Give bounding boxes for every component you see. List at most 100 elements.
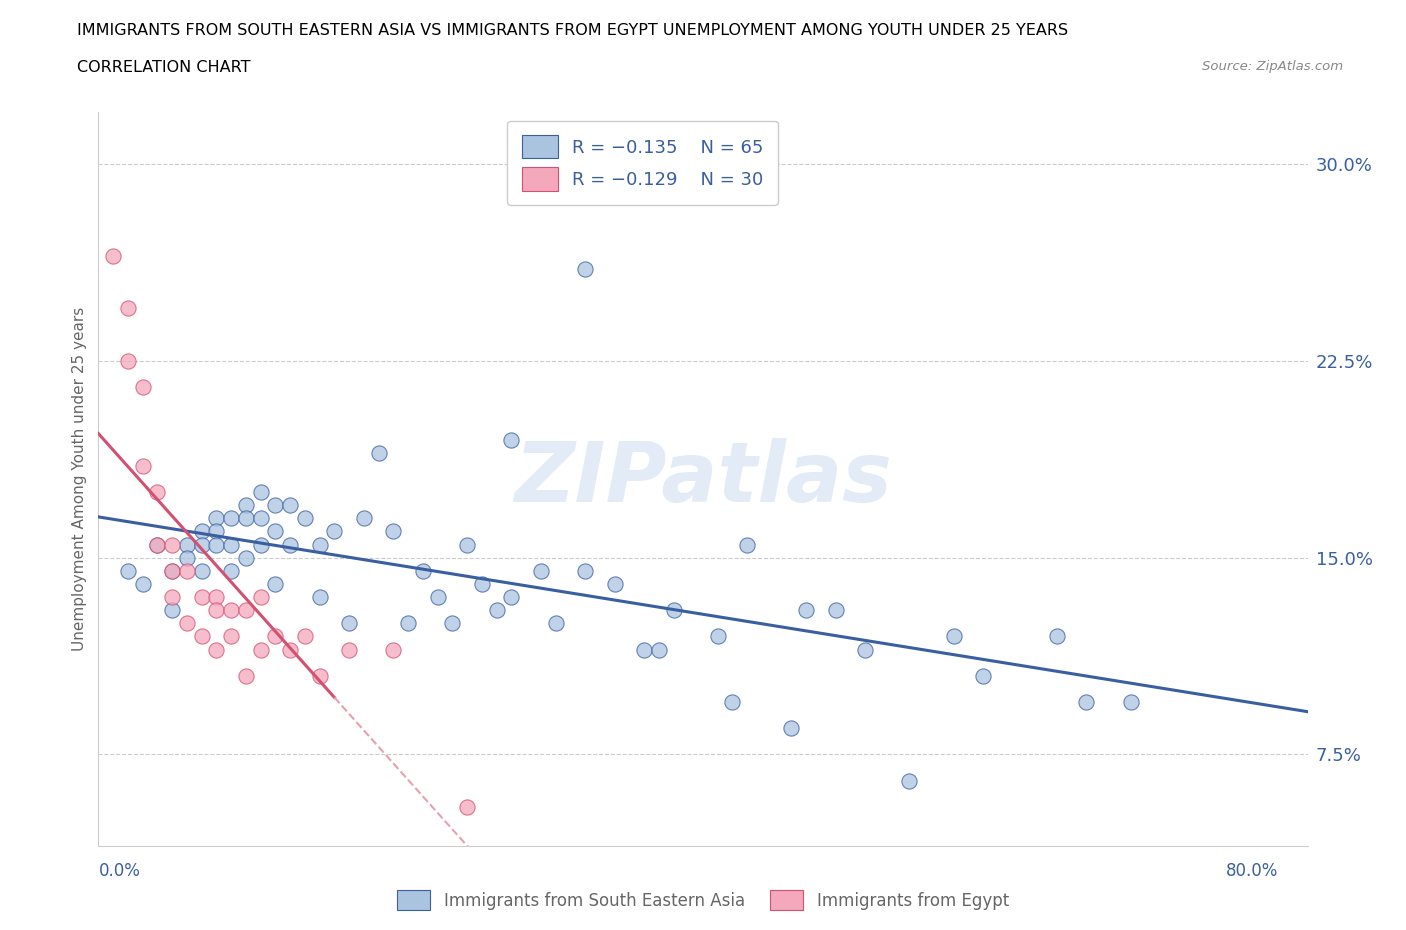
Point [396, 616, 419, 631]
Point [278, 642, 301, 657]
Point [501, 590, 523, 604]
Text: 80.0%: 80.0% [1226, 862, 1278, 880]
Y-axis label: Unemployment Among Youth under 25 years: Unemployment Among Youth under 25 years [72, 307, 87, 651]
Point [1076, 695, 1098, 710]
Point [337, 642, 360, 657]
Point [544, 616, 567, 631]
Point [501, 432, 523, 447]
Point [264, 577, 287, 591]
Text: Source: ZipAtlas.com: Source: ZipAtlas.com [1202, 60, 1343, 73]
Point [574, 564, 596, 578]
Point [662, 603, 685, 618]
Point [412, 564, 434, 578]
Point [190, 524, 212, 538]
Point [530, 564, 553, 578]
Point [219, 538, 242, 552]
Point [176, 538, 198, 552]
Point [249, 642, 271, 657]
Point [485, 603, 508, 618]
Point [721, 695, 744, 710]
Point [235, 603, 257, 618]
Point [160, 564, 183, 578]
Point [249, 485, 271, 499]
Point [219, 629, 242, 644]
Point [235, 551, 257, 565]
Point [131, 458, 153, 473]
Point [1046, 629, 1069, 644]
Point [205, 538, 228, 552]
Point [205, 590, 228, 604]
Point [942, 629, 965, 644]
Point [190, 538, 212, 552]
Point [219, 511, 242, 525]
Point [972, 669, 994, 684]
Point [117, 301, 139, 316]
Legend: Immigrants from South Eastern Asia, Immigrants from Egypt: Immigrants from South Eastern Asia, Immi… [391, 884, 1015, 917]
Point [441, 616, 464, 631]
Point [249, 538, 271, 552]
Point [146, 485, 169, 499]
Point [426, 590, 449, 604]
Point [278, 498, 301, 512]
Point [278, 538, 301, 552]
Point [824, 603, 846, 618]
Point [190, 564, 212, 578]
Point [735, 538, 758, 552]
Point [146, 538, 169, 552]
Point [219, 564, 242, 578]
Point [205, 524, 228, 538]
Point [456, 538, 478, 552]
Point [337, 616, 360, 631]
Text: 0.0%: 0.0% [98, 862, 141, 880]
Point [249, 511, 271, 525]
Point [794, 603, 817, 618]
Point [176, 551, 198, 565]
Point [853, 642, 876, 657]
Point [780, 721, 803, 736]
Point [176, 564, 198, 578]
Point [205, 642, 228, 657]
Point [235, 511, 257, 525]
Legend: R = −0.135    N = 65, R = −0.129    N = 30: R = −0.135 N = 65, R = −0.129 N = 30 [508, 121, 778, 205]
Point [117, 353, 139, 368]
Point [176, 616, 198, 631]
Text: ZIPatlas: ZIPatlas [515, 438, 891, 520]
Point [367, 445, 389, 460]
Point [160, 564, 183, 578]
Point [219, 603, 242, 618]
Text: IMMIGRANTS FROM SOUTH EASTERN ASIA VS IMMIGRANTS FROM EGYPT UNEMPLOYMENT AMONG Y: IMMIGRANTS FROM SOUTH EASTERN ASIA VS IM… [77, 23, 1069, 38]
Point [603, 577, 626, 591]
Point [160, 590, 183, 604]
Point [353, 511, 375, 525]
Point [633, 642, 655, 657]
Point [190, 590, 212, 604]
Point [382, 642, 405, 657]
Point [382, 524, 405, 538]
Point [160, 603, 183, 618]
Point [308, 669, 330, 684]
Point [898, 773, 921, 788]
Point [117, 564, 139, 578]
Point [205, 603, 228, 618]
Point [249, 590, 271, 604]
Point [205, 511, 228, 525]
Point [264, 524, 287, 538]
Point [146, 538, 169, 552]
Point [648, 642, 671, 657]
Point [323, 524, 346, 538]
Point [190, 629, 212, 644]
Point [456, 800, 478, 815]
Point [160, 538, 183, 552]
Point [235, 669, 257, 684]
Point [131, 379, 153, 394]
Point [471, 577, 494, 591]
Point [294, 511, 316, 525]
Point [1119, 695, 1142, 710]
Point [706, 629, 728, 644]
Point [264, 629, 287, 644]
Point [235, 498, 257, 512]
Point [264, 498, 287, 512]
Text: CORRELATION CHART: CORRELATION CHART [77, 60, 250, 75]
Point [308, 590, 330, 604]
Point [294, 629, 316, 644]
